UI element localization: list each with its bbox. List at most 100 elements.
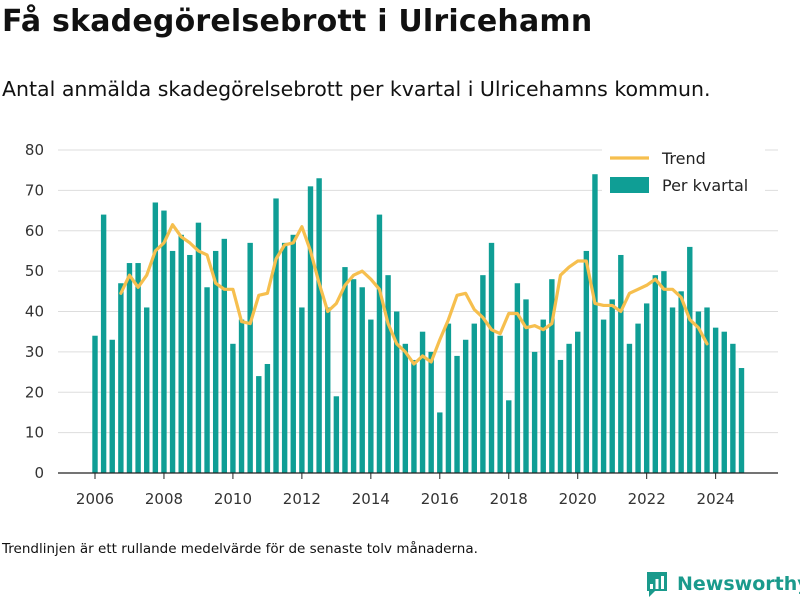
bar xyxy=(187,254,193,473)
bar xyxy=(600,319,607,473)
bar xyxy=(230,343,236,473)
trend-line xyxy=(119,223,709,366)
bar xyxy=(618,254,624,473)
bar xyxy=(549,279,555,473)
bar xyxy=(109,339,115,473)
bar xyxy=(437,412,443,473)
y-tick-label: 0 xyxy=(34,464,44,482)
bar xyxy=(385,275,391,473)
y-tick-label: 20 xyxy=(25,383,44,401)
legend-trend-label: Trend xyxy=(661,149,706,168)
bar xyxy=(281,242,288,473)
bar xyxy=(144,307,150,473)
y-tick-label: 40 xyxy=(25,303,44,321)
legend-bar-swatch xyxy=(610,177,649,193)
bar xyxy=(462,339,469,473)
bar xyxy=(333,396,340,473)
x-tick-label: 2016 xyxy=(421,490,459,508)
bar xyxy=(195,222,202,473)
bar xyxy=(100,214,107,473)
bar xyxy=(514,283,521,473)
bar xyxy=(480,275,486,473)
bar xyxy=(738,368,745,473)
bar xyxy=(704,307,710,473)
bar xyxy=(376,214,383,473)
newsworthy-logo: Newsworthy xyxy=(645,570,800,598)
bar xyxy=(161,210,167,473)
bar xyxy=(307,186,314,473)
bar xyxy=(428,351,434,474)
bar xyxy=(368,319,374,473)
x-tick-label: 2014 xyxy=(352,490,390,508)
bar xyxy=(419,331,426,473)
chart-logo-icon xyxy=(647,572,667,597)
x-tick-label: 2010 xyxy=(214,490,252,508)
bar xyxy=(531,351,538,474)
bar xyxy=(626,343,633,473)
bar xyxy=(635,323,641,473)
bar xyxy=(212,250,219,473)
x-axis: 2006 2008 2010 2012 2014 2016 2018 2020 2022 2024 xyxy=(58,472,778,508)
bar xyxy=(359,287,365,473)
legend: Trend Per kvartal xyxy=(602,146,765,198)
chart-subtitle: Antal anmälda skadegörelsebrott per kvar… xyxy=(2,77,711,101)
x-tick-label: 2022 xyxy=(628,490,666,508)
x-tick-label: 2020 xyxy=(559,490,597,508)
bar xyxy=(92,335,98,473)
bar xyxy=(540,319,546,473)
bar xyxy=(394,311,400,473)
bar xyxy=(678,291,684,473)
bar xyxy=(712,327,719,473)
legend-bar-label: Per kvartal xyxy=(662,176,748,195)
bar xyxy=(669,307,676,473)
bar xyxy=(471,323,477,473)
bar xyxy=(445,323,452,473)
bar xyxy=(695,311,702,473)
bar xyxy=(488,242,495,473)
bar xyxy=(299,307,305,473)
y-tick-label: 10 xyxy=(25,424,44,442)
trend-series xyxy=(119,223,709,366)
bars-per-kvartal xyxy=(92,174,745,474)
y-tick-label: 50 xyxy=(25,262,44,280)
bar xyxy=(687,246,693,473)
x-tick-label: 2006 xyxy=(76,490,114,508)
bar xyxy=(342,267,348,473)
bar xyxy=(238,319,245,473)
bar xyxy=(566,343,572,473)
chart-title: Få skadegörelsebrott i Ulricehamn xyxy=(2,4,593,39)
bar xyxy=(273,198,279,473)
bar xyxy=(402,343,409,473)
x-tick-label: 2012 xyxy=(283,490,321,508)
y-tick-label: 70 xyxy=(25,181,44,199)
bar xyxy=(557,359,564,473)
bar xyxy=(661,271,667,474)
bar xyxy=(256,376,262,473)
y-axis-ticks: 0 10 20 30 40 50 60 70 80 xyxy=(25,141,44,482)
bar xyxy=(290,234,296,473)
bar xyxy=(643,303,650,473)
bar xyxy=(411,359,417,473)
x-tick-label: 2008 xyxy=(145,490,183,508)
bar xyxy=(721,331,727,473)
bar xyxy=(152,202,159,474)
x-tick-label: 2024 xyxy=(697,490,735,508)
bar xyxy=(264,363,271,473)
bar xyxy=(204,287,210,473)
bar xyxy=(118,283,124,473)
bar xyxy=(583,250,590,473)
bar xyxy=(316,178,322,473)
bar xyxy=(135,263,141,473)
bar xyxy=(221,238,227,473)
bar xyxy=(178,234,184,473)
brand-name: Newsworthy xyxy=(677,573,800,595)
bar xyxy=(350,279,357,473)
bar xyxy=(247,242,253,473)
bar xyxy=(169,250,176,473)
bar xyxy=(730,343,736,473)
bar xyxy=(609,299,615,473)
bar xyxy=(454,355,460,473)
bar xyxy=(325,307,331,473)
y-tick-label: 60 xyxy=(25,222,44,240)
